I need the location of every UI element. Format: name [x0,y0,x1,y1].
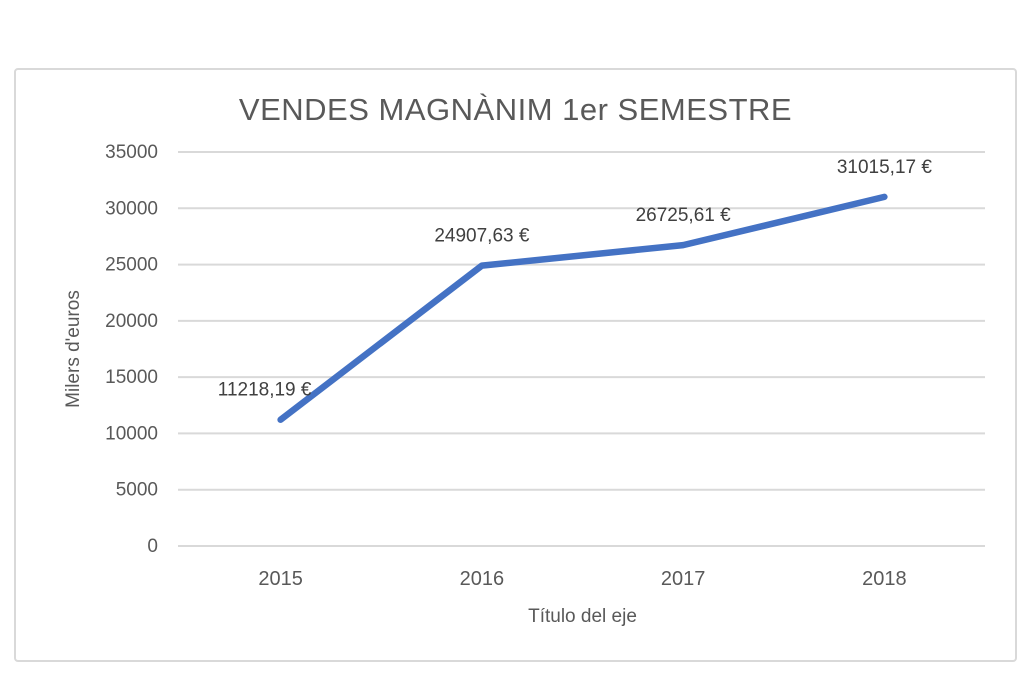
x-tick-label: 2017 [661,568,706,590]
x-tick-label: 2016 [460,568,505,590]
y-tick-label: 10000 [105,423,158,444]
data-label: 11218,19 € [218,380,312,401]
y-tick-label: 30000 [105,198,158,219]
chart-frame [14,68,1017,662]
series-line [277,193,888,423]
data-label: 31015,17 € [837,157,933,178]
y-tick-label: 20000 [105,311,158,332]
x-tick-label: 2015 [258,568,303,590]
data-label: 26725,61 € [636,205,732,226]
y-tick-label: 15000 [105,367,158,388]
chart-title: VENDES MAGNÀNIM 1er SEMESTRE [238,92,793,127]
x-axis-title: Título del eje [528,606,637,627]
y-tick-label: 5000 [116,480,158,501]
y-tick-label: 25000 [105,255,158,276]
data-label: 24907,63 € [434,226,530,247]
y-tick-label: 0 [147,536,158,557]
x-tick-label: 2018 [862,568,907,590]
y-tick-label: 35000 [105,142,158,163]
